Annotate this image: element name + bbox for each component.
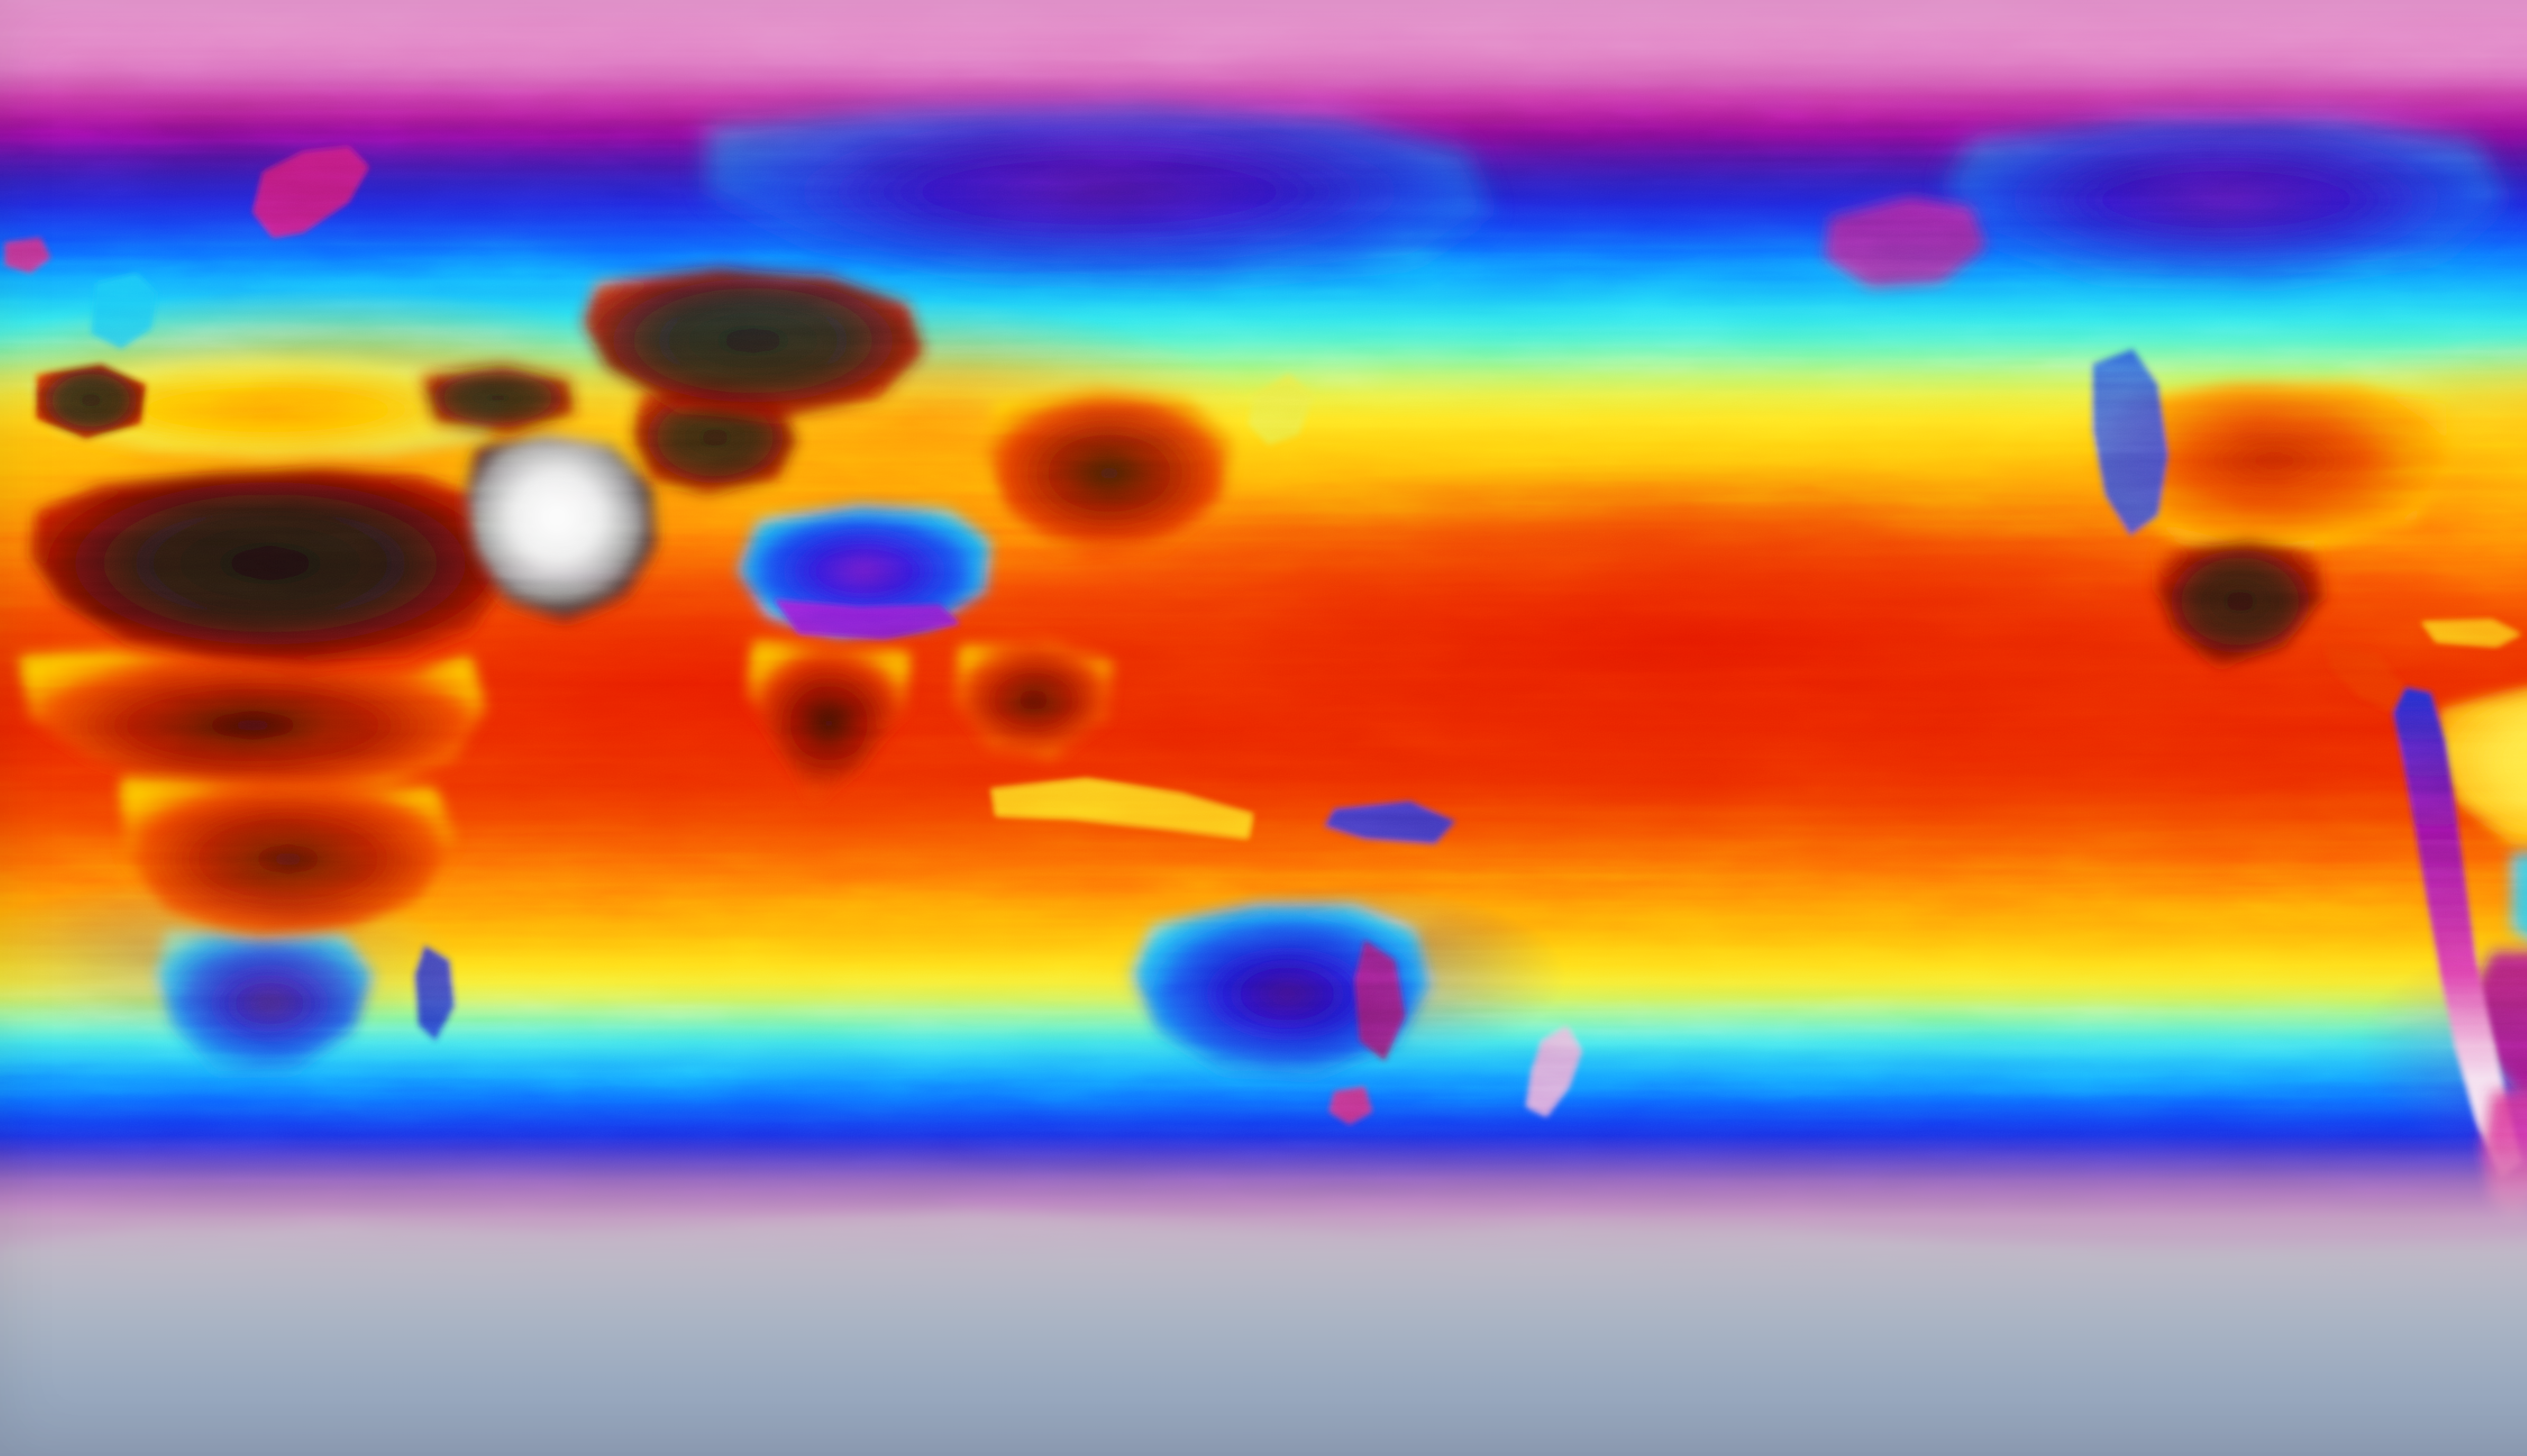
arctic-polar-haze	[0, 0, 2527, 131]
antarctic-ice-sheet	[0, 1136, 2527, 1456]
